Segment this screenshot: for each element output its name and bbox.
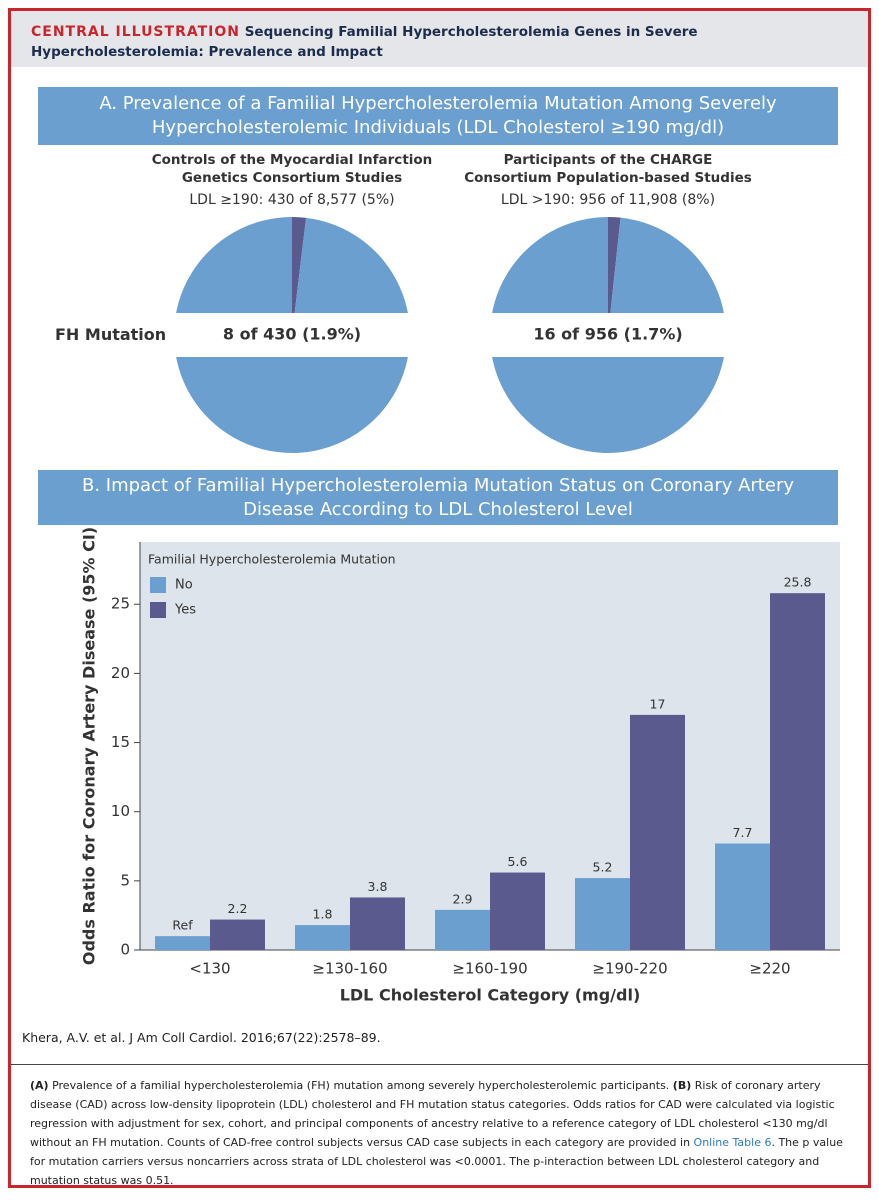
pie-title: Controls of the Myocardial Infarction Ge… — [151, 152, 433, 186]
bar-label: 2.2 — [228, 901, 248, 916]
pie-slice — [608, 217, 621, 335]
frame — [8, 8, 871, 1188]
pie-title: Participants of the CHARGE Consortium Po… — [464, 152, 752, 186]
legend-label: No — [175, 578, 193, 593]
caption-label: (B) — [672, 1079, 692, 1092]
x-tick-label: ≥160-190 — [452, 960, 527, 978]
rule — [11, 1064, 868, 1065]
legend-swatch — [150, 602, 166, 618]
bar — [210, 919, 265, 950]
bar — [155, 936, 210, 950]
x-tick-label: ≥190-220 — [592, 960, 667, 978]
bar — [435, 909, 490, 950]
x-tick-label: ≥220 — [749, 960, 790, 978]
bar — [715, 843, 770, 950]
bar — [350, 897, 405, 950]
bar-label: 5.2 — [593, 860, 613, 875]
bar — [490, 872, 545, 950]
pie-band — [488, 313, 728, 357]
caption-text: . The p value for mutation carriers vers… — [30, 1136, 843, 1187]
bar — [630, 714, 685, 950]
x-tick-label: ≥130-160 — [312, 960, 387, 978]
panel-b-title: B. Impact of Familial Hypercholesterolem… — [38, 470, 838, 525]
y-tick-label: 10 — [111, 802, 130, 820]
bar-label: 2.9 — [453, 891, 473, 906]
y-tick-label: 5 — [120, 871, 130, 889]
citation: Khera, A.V. et al. J Am Coll Cardiol. 20… — [22, 1030, 381, 1045]
x-axis-title: LDL Cholesterol Category (mg/dl) — [340, 986, 641, 1005]
legend-title: Familial Hypercholesterolemia Mutation — [148, 552, 396, 567]
bar — [575, 878, 630, 950]
x-tick-label: <130 — [189, 960, 230, 978]
pie-label: 8 of 430 (1.9%) — [223, 325, 361, 344]
bar-label: 17 — [650, 696, 666, 711]
bar-label: 1.8 — [313, 907, 333, 922]
pie-subtitle: LDL >190: 956 of 11,908 (8%) — [500, 192, 716, 208]
row-label: FH Mutation — [55, 325, 167, 344]
y-tick-label: 0 — [120, 941, 130, 959]
caption: (A) Prevalence of a familial hypercholes… — [30, 1076, 850, 1190]
y-tick-label: 20 — [111, 664, 130, 682]
bar-label: 5.6 — [508, 854, 528, 869]
header-title: Sequencing Familial Hypercholesterolemia… — [31, 24, 698, 60]
caption-link[interactable]: Online Table 6 — [693, 1136, 772, 1149]
pie-band — [172, 313, 412, 357]
header: CENTRAL ILLUSTRATION Sequencing Familial… — [11, 11, 868, 67]
caption-text: Risk of coronary artery disease (CAD) ac… — [30, 1079, 835, 1149]
header-label: CENTRAL ILLUSTRATION — [31, 24, 240, 40]
bar-label: 3.8 — [368, 879, 388, 894]
bar-label: Ref — [172, 918, 193, 933]
caption-text: Prevalence of a familial hypercholestero… — [48, 1079, 673, 1092]
y-axis-title: Odds Ratio for Coronary Artery Disease (… — [80, 527, 99, 965]
y-tick-label: 25 — [111, 595, 130, 613]
pie-label: 16 of 956 (1.7%) — [533, 325, 682, 344]
bar-label: 7.7 — [733, 825, 753, 840]
legend-swatch — [150, 577, 166, 593]
y-tick-label: 15 — [111, 733, 130, 751]
pie-subtitle: LDL ≥190: 430 of 8,577 (5%) — [189, 192, 395, 208]
bar — [770, 593, 825, 950]
bar-label: 25.8 — [784, 575, 812, 590]
pie-slice — [292, 217, 307, 335]
legend-label: Yes — [174, 603, 196, 618]
panel-a-title: A. Prevalence of a Familial Hypercholest… — [38, 87, 838, 145]
bar — [295, 925, 350, 950]
caption-label: (A) — [30, 1079, 49, 1092]
